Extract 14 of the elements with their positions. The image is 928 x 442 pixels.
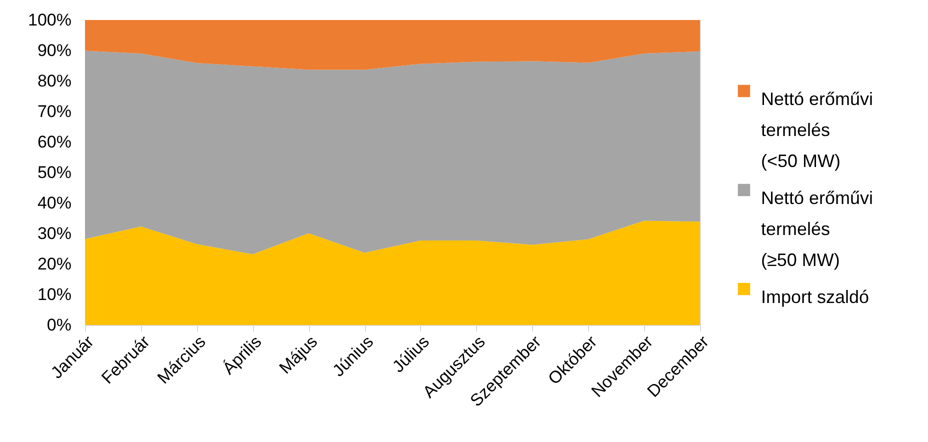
y-tick-label: 70% — [37, 102, 72, 121]
y-tick-label: 40% — [37, 194, 72, 212]
y-tick-label: 0% — [46, 316, 72, 334]
y-tick-label: 60% — [37, 132, 72, 152]
y-tick-label: 10% — [37, 285, 72, 304]
legend-label: Import szaldó — [761, 287, 870, 307]
y-tick-label: 100% — [28, 10, 72, 30]
y-tick-label: 80% — [37, 72, 72, 90]
y-tick-label: 20% — [37, 254, 72, 274]
legend-label: Nettó erőművi termelés (<50 MW) — [761, 89, 874, 171]
legend-label: Nettó erőművi termelés (≥50 MW) — [761, 188, 874, 270]
y-tick-label: 90% — [37, 41, 72, 60]
y-tick-label: 30% — [37, 224, 72, 243]
y-tick-label: 50% — [37, 163, 72, 182]
